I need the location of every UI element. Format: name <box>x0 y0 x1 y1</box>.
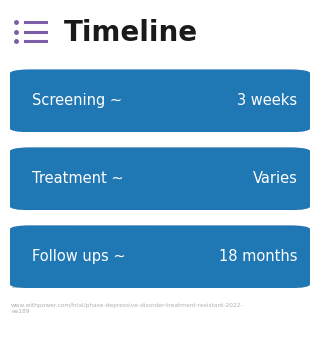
Text: Follow ups ~: Follow ups ~ <box>32 249 126 264</box>
Text: www.withpower.com/trial/phase-depressive-disorder-treatment-resistant-2022-
ee18: www.withpower.com/trial/phase-depressive… <box>11 303 244 314</box>
Text: Treatment ~: Treatment ~ <box>32 171 124 186</box>
Text: 🛡: 🛡 <box>11 278 18 288</box>
Text: Screening ~: Screening ~ <box>32 93 122 108</box>
Text: 18 months: 18 months <box>219 249 298 264</box>
Text: Varies: Varies <box>253 171 298 186</box>
Text: 3 weeks: 3 weeks <box>237 93 298 108</box>
Text: Timeline: Timeline <box>64 19 198 47</box>
Text: Power: Power <box>38 277 82 290</box>
